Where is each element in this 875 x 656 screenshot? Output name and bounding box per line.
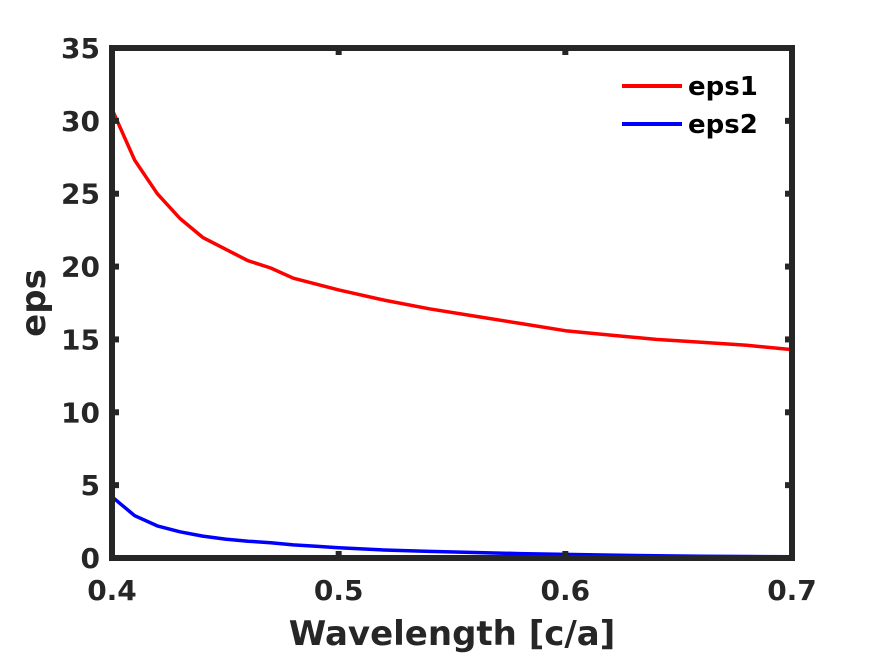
y-tick-label: 30 [61,105,100,138]
tick-labels-layer: 0.4 0.5 0.6 0.7 0 5 10 15 20 25 30 35 [61,32,817,607]
y-tick-label: 25 [61,178,100,211]
legend-label-eps1: eps1 [688,72,758,102]
y-tick-label: 35 [61,32,100,65]
y-tick-label: 5 [81,469,100,502]
y-tick-label: 20 [61,251,100,284]
legend-label-eps2: eps2 [688,110,758,140]
x-tick-label: 0.7 [767,574,817,607]
legend: eps1 eps2 [622,72,758,140]
plot-area-frame [109,45,795,561]
x-tick-label: 0.5 [314,574,364,607]
y-tick-label: 10 [61,396,100,429]
y-tick-label: 15 [61,323,100,356]
series-line-eps1 [110,108,793,352]
y-axis-label: eps [14,269,54,337]
x-tick-label: 0.4 [87,574,137,607]
y-tick-label: 0 [81,542,100,575]
x-tick-label: 0.6 [541,574,591,607]
x-axis-label: Wavelength [c/a] [289,614,616,654]
